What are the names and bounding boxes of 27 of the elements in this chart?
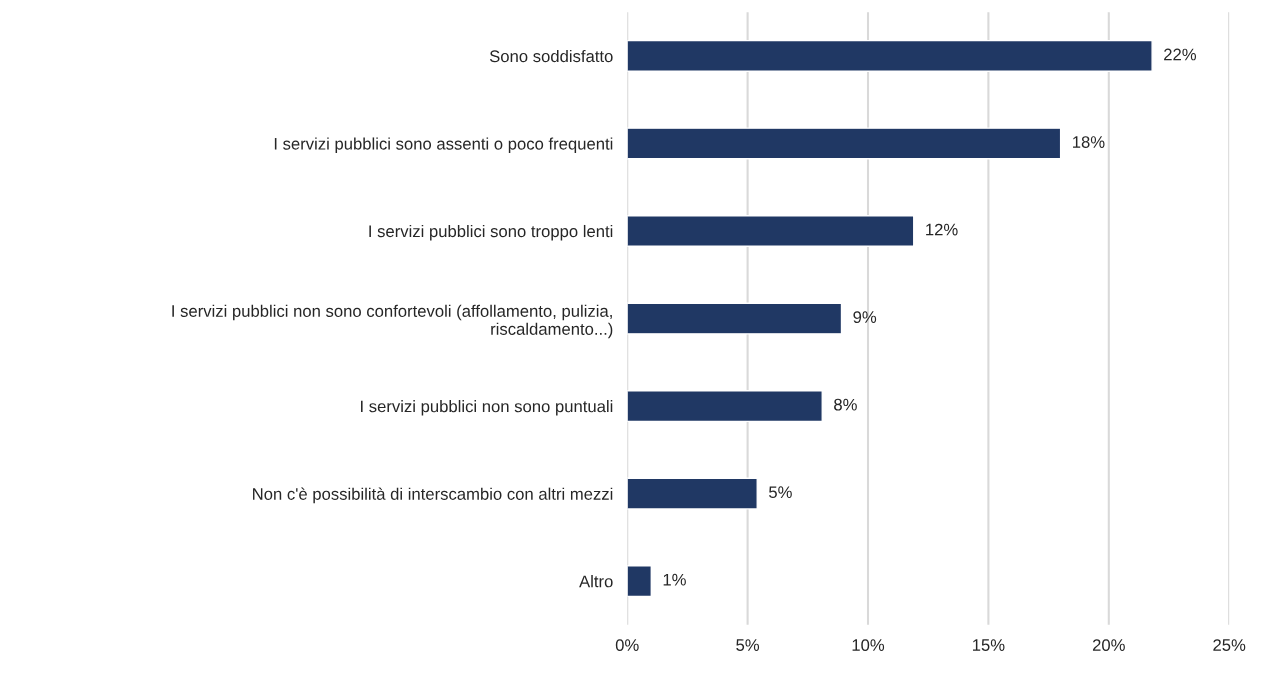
y-tick-label: Sono soddisfatto	[489, 49, 613, 63]
x-tick-label: 20%	[1092, 639, 1125, 651]
x-tick-label: 5%	[736, 639, 760, 651]
x-tick-label: 0%	[615, 639, 639, 651]
y-tick-label: I servizi pubblici sono troppo lenti	[369, 224, 613, 241]
x-tick-label: 25%	[1213, 639, 1246, 651]
bar	[627, 302, 843, 335]
y-tick-label: Non c'è possibilità di interscambio con altri mezzi	[253, 487, 613, 504]
bar	[627, 390, 823, 423]
bar	[627, 127, 1062, 160]
data-label: 1%	[663, 573, 686, 586]
data-label: 9%	[853, 311, 877, 323]
data-label: 8%	[834, 398, 857, 411]
data-label: 22%	[1164, 48, 1197, 61]
y-tick-label: Altro	[579, 575, 613, 588]
data-label: 12%	[926, 223, 958, 236]
data-label: 5%	[769, 486, 792, 499]
x-tick-label: 10%	[852, 639, 885, 651]
y-tick-label: I servizi pubblici sono assenti o poco frequenti	[274, 137, 613, 153]
data-label: 18%	[1073, 136, 1105, 148]
y-tick-label: I servizi pubblici non sono confortevoli (affollamento, pulizia, riscaldamento...)	[172, 304, 613, 339]
bar	[627, 214, 915, 248]
bar	[627, 565, 652, 598]
bar	[627, 39, 1153, 72]
bar	[627, 477, 758, 510]
x-tick-label: 15%	[972, 639, 1005, 651]
y-tick-label: I servizi pubblici non sono puntuali	[361, 400, 613, 416]
